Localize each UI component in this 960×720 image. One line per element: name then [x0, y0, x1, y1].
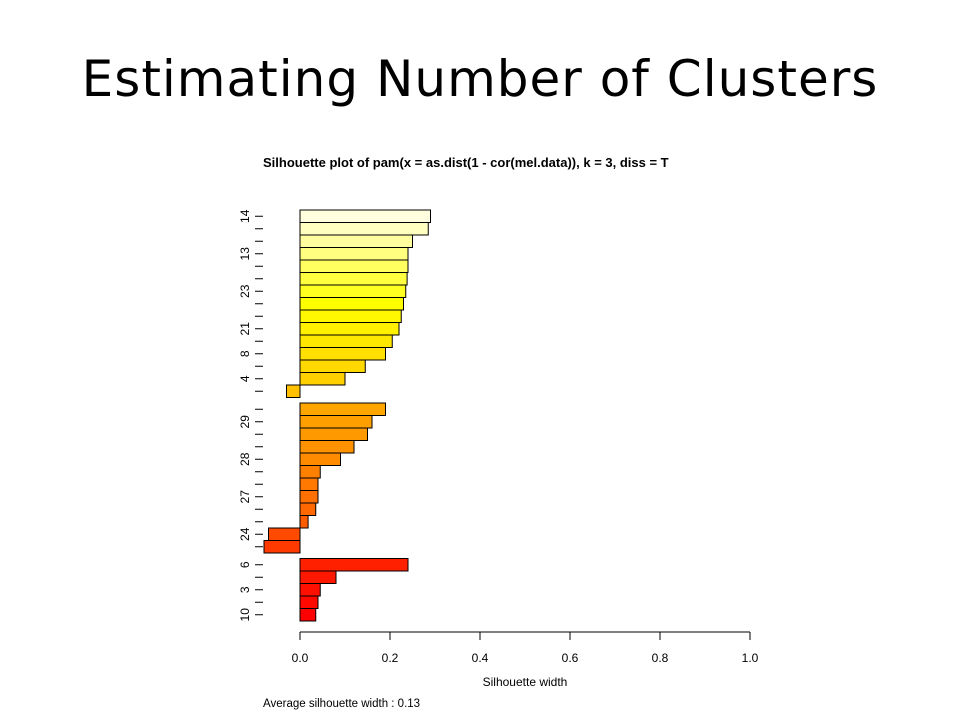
- silhouette-bar: [299, 558, 409, 572]
- silhouette-bar: [299, 222, 429, 236]
- silhouette-bar: [299, 490, 319, 504]
- silhouette-bar: [299, 372, 346, 386]
- silhouette-bar: [299, 359, 366, 373]
- y-tick-label: 8: [238, 350, 252, 357]
- plot-title: Silhouette plot of pam(x = as.dist(1 - c…: [263, 155, 669, 170]
- y-tick-label: 24: [238, 527, 252, 541]
- silhouette-bar: [299, 247, 409, 261]
- y-tick-label: 29: [238, 415, 252, 429]
- silhouette-bar: [299, 334, 393, 348]
- silhouette-bar: [299, 570, 337, 584]
- silhouette-bar: [299, 608, 317, 622]
- silhouette-bar: [299, 465, 321, 479]
- y-tick-label: 23: [238, 284, 252, 298]
- silhouette-bar: [286, 384, 301, 398]
- y-tick-label: 6: [238, 561, 252, 568]
- silhouette-bar: [299, 415, 373, 429]
- silhouette-bar: [299, 284, 407, 298]
- x-tick-label: 0.2: [382, 651, 399, 665]
- silhouette-bar: [299, 583, 321, 597]
- y-tick-label: 10: [238, 608, 252, 622]
- x-tick-label: 0.8: [652, 651, 669, 665]
- silhouette-bar: [299, 272, 408, 286]
- silhouette-bar: [299, 322, 400, 336]
- silhouette-bar: [299, 427, 368, 441]
- silhouette-bar: [299, 234, 413, 248]
- average-silhouette-label: Average silhouette width : 0.13: [263, 698, 420, 710]
- silhouette-bar: [299, 347, 386, 361]
- silhouette-bar: [299, 477, 319, 491]
- x-tick-label: 0.4: [472, 651, 489, 665]
- x-axis: 0.0 0.2 0.4 0.6 0.8 1.0: [292, 631, 759, 665]
- silhouette-bar: [268, 527, 301, 541]
- silhouette-bar: [299, 297, 404, 311]
- bars-group: [263, 209, 431, 622]
- silhouette-bar: [299, 502, 317, 516]
- y-tick-label: 28: [238, 452, 252, 466]
- y-labels-group: 14 13 23 21 8 4 29 28 27 24 6 3 10: [238, 209, 263, 621]
- x-tick-label: 0.6: [562, 651, 579, 665]
- y-tick-label: 4: [238, 375, 252, 382]
- silhouette-bar: [299, 209, 431, 223]
- silhouette-bar: [263, 540, 301, 554]
- silhouette-bar: [299, 259, 409, 273]
- slide-title: Estimating Number of Clusters: [81, 50, 879, 108]
- y-tick-label: 3: [238, 586, 252, 593]
- x-tick-label: 0.0: [292, 651, 309, 665]
- silhouette-bar: [299, 309, 402, 323]
- silhouette-bar: [299, 452, 341, 466]
- x-tick-label: 1.0: [742, 651, 759, 665]
- y-tick-label: 14: [238, 209, 252, 223]
- x-axis-label: Silhouette width: [483, 675, 568, 689]
- silhouette-bar: [299, 595, 319, 609]
- silhouette-bar: [299, 440, 355, 454]
- y-tick-label: 13: [238, 247, 252, 261]
- silhouette-bar: [299, 515, 309, 529]
- silhouette-bar: [299, 402, 386, 416]
- y-tick-label: 27: [238, 490, 252, 504]
- y-tick-label: 21: [238, 322, 252, 336]
